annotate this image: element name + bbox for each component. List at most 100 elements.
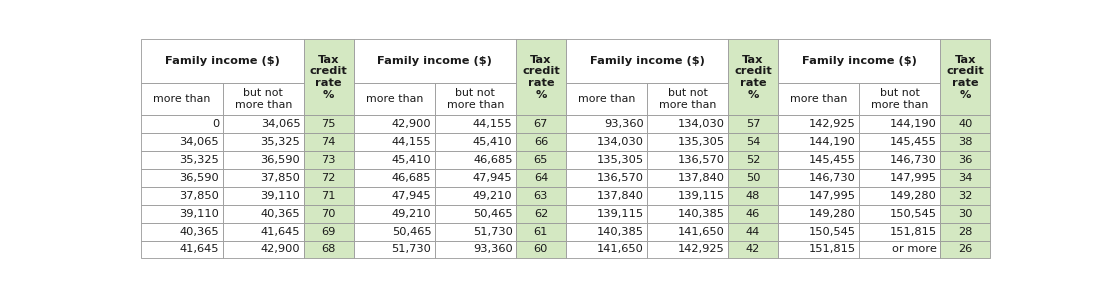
- Text: 52: 52: [746, 155, 761, 165]
- Bar: [778, 223, 859, 240]
- Bar: [353, 40, 516, 83]
- Bar: [565, 151, 647, 169]
- Bar: [435, 115, 516, 133]
- Bar: [647, 133, 729, 151]
- Bar: [304, 187, 353, 205]
- Text: 64: 64: [533, 173, 548, 183]
- Text: 61: 61: [533, 227, 548, 237]
- Text: 140,385: 140,385: [596, 227, 644, 237]
- Bar: [223, 205, 304, 223]
- Text: 41,645: 41,645: [261, 227, 300, 237]
- Text: 57: 57: [746, 119, 761, 129]
- Text: 134,030: 134,030: [596, 137, 644, 147]
- Text: Family income ($): Family income ($): [590, 56, 704, 66]
- Text: 45,410: 45,410: [473, 137, 512, 147]
- Bar: [141, 83, 223, 115]
- Bar: [223, 151, 304, 169]
- Text: 72: 72: [321, 173, 336, 183]
- Bar: [729, 223, 778, 240]
- Text: 50,465: 50,465: [473, 209, 512, 219]
- Bar: [729, 205, 778, 223]
- Text: 135,305: 135,305: [596, 155, 644, 165]
- Text: 39,110: 39,110: [179, 209, 220, 219]
- Bar: [223, 223, 304, 240]
- Text: 149,280: 149,280: [890, 191, 937, 201]
- Bar: [565, 240, 647, 258]
- Bar: [141, 205, 223, 223]
- Text: 35,325: 35,325: [180, 155, 220, 165]
- Text: 71: 71: [321, 191, 336, 201]
- Bar: [859, 151, 941, 169]
- Text: 151,815: 151,815: [808, 245, 856, 255]
- Text: 147,995: 147,995: [809, 191, 856, 201]
- Text: 34,065: 34,065: [261, 119, 300, 129]
- Bar: [516, 115, 566, 133]
- Bar: [516, 223, 566, 240]
- Bar: [565, 115, 647, 133]
- Bar: [141, 151, 223, 169]
- Text: but not
more than: but not more than: [659, 88, 716, 110]
- Text: 44,155: 44,155: [392, 137, 432, 147]
- Text: 146,730: 146,730: [890, 155, 937, 165]
- Text: 67: 67: [533, 119, 548, 129]
- Text: 36,590: 36,590: [180, 173, 220, 183]
- Text: 69: 69: [321, 227, 336, 237]
- Text: Tax
credit
rate
%: Tax credit rate %: [310, 55, 348, 100]
- Text: 135,305: 135,305: [678, 137, 724, 147]
- Text: 37,850: 37,850: [179, 191, 220, 201]
- Text: 51,730: 51,730: [473, 227, 512, 237]
- Bar: [941, 115, 990, 133]
- Text: 150,545: 150,545: [890, 209, 937, 219]
- Bar: [304, 205, 353, 223]
- Text: 34,065: 34,065: [180, 137, 220, 147]
- Bar: [729, 240, 778, 258]
- Text: 44,155: 44,155: [473, 119, 512, 129]
- Bar: [941, 133, 990, 151]
- Text: 75: 75: [321, 119, 336, 129]
- Text: 41,645: 41,645: [180, 245, 220, 255]
- Text: 147,995: 147,995: [890, 173, 937, 183]
- Text: 66: 66: [533, 137, 548, 147]
- Text: 142,925: 142,925: [678, 245, 724, 255]
- Text: 46,685: 46,685: [473, 155, 512, 165]
- Text: 44: 44: [746, 227, 761, 237]
- Bar: [353, 115, 435, 133]
- Bar: [729, 133, 778, 151]
- Text: 74: 74: [321, 137, 336, 147]
- Bar: [435, 223, 516, 240]
- Text: more than: more than: [365, 94, 423, 104]
- Text: but not
more than: but not more than: [871, 88, 928, 110]
- Text: more than: more than: [153, 94, 211, 104]
- Text: 38: 38: [958, 137, 973, 147]
- Bar: [647, 83, 729, 115]
- Bar: [778, 187, 859, 205]
- Bar: [647, 205, 729, 223]
- Bar: [565, 169, 647, 187]
- Text: Tax
credit
rate
%: Tax credit rate %: [946, 55, 984, 100]
- Text: more than: more than: [577, 94, 635, 104]
- Bar: [353, 205, 435, 223]
- Text: 36,590: 36,590: [261, 155, 300, 165]
- Text: 134,030: 134,030: [678, 119, 724, 129]
- Bar: [141, 40, 304, 83]
- Bar: [516, 240, 566, 258]
- Text: more than: more than: [789, 94, 847, 104]
- Text: 50: 50: [746, 173, 761, 183]
- Bar: [859, 240, 941, 258]
- Text: 42,900: 42,900: [261, 245, 300, 255]
- Bar: [141, 223, 223, 240]
- Text: 150,545: 150,545: [809, 227, 856, 237]
- Text: 47,945: 47,945: [392, 191, 432, 201]
- Bar: [435, 205, 516, 223]
- Text: Family income ($): Family income ($): [166, 56, 280, 66]
- Bar: [941, 205, 990, 223]
- Bar: [941, 187, 990, 205]
- Text: 28: 28: [958, 227, 973, 237]
- Bar: [647, 115, 729, 133]
- Text: 0: 0: [212, 119, 220, 129]
- Text: 30: 30: [958, 209, 973, 219]
- Bar: [353, 187, 435, 205]
- Bar: [353, 133, 435, 151]
- Bar: [778, 133, 859, 151]
- Bar: [223, 169, 304, 187]
